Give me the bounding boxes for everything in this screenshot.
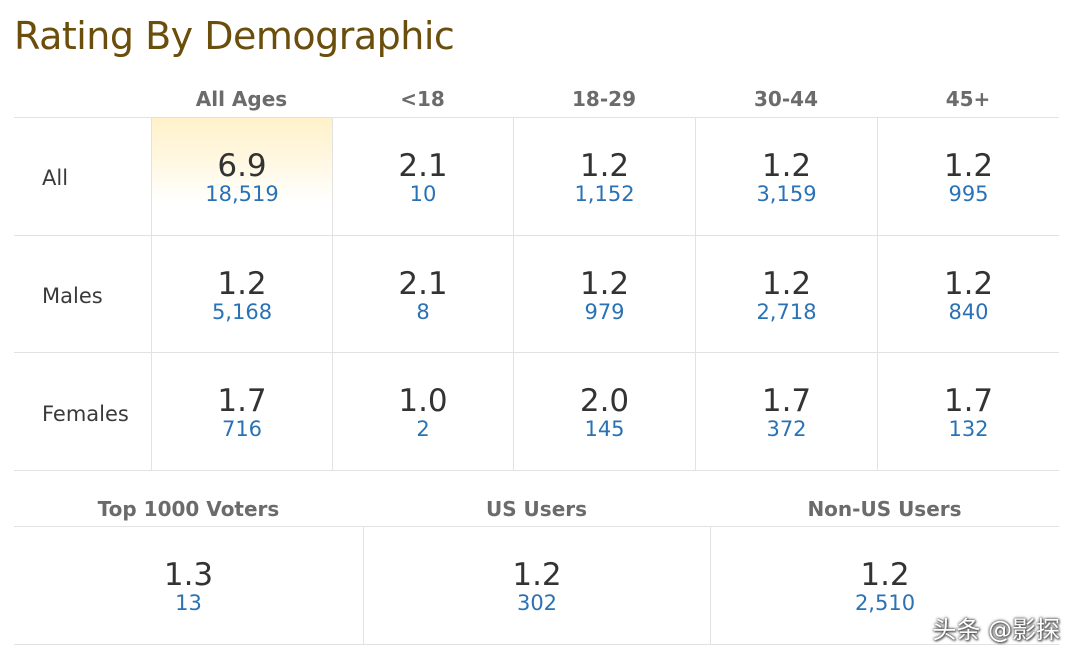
grid-line — [363, 526, 364, 645]
rating-value: 1.2 — [579, 266, 630, 302]
group-rating-cell: 1.2 302 — [364, 527, 710, 644]
vote-count-link[interactable]: 2,510 — [854, 591, 916, 615]
rating-value: 1.2 — [860, 557, 910, 593]
grid-line — [14, 117, 1059, 118]
rating-cell: 1.7 372 — [696, 353, 877, 470]
vote-count-link[interactable]: 5,168 — [211, 300, 273, 324]
rating-value: 1.2 — [943, 148, 994, 184]
rating-cell: 1.2 5,168 — [152, 236, 332, 352]
vote-count-link[interactable]: 8 — [416, 300, 430, 324]
rating-value: 1.7 — [217, 383, 267, 419]
vote-count-link[interactable]: 1,152 — [574, 182, 635, 206]
rating-cell: 1.2 2,718 — [696, 236, 877, 352]
grid-line — [14, 526, 1059, 527]
rating-value: 1.3 — [163, 557, 214, 593]
vote-count-link[interactable]: 2,718 — [756, 300, 817, 324]
rating-value: 1.2 — [217, 266, 267, 302]
vote-count-link[interactable]: 995 — [948, 182, 989, 206]
rating-value: 2.1 — [398, 148, 448, 184]
grid-line — [14, 644, 1059, 645]
rating-cell: 1.2 995 — [878, 118, 1059, 235]
grid-line — [877, 117, 878, 471]
vote-count-link[interactable]: 372 — [766, 417, 807, 441]
rating-cell: 2.1 10 — [333, 118, 513, 235]
vote-count-link[interactable]: 840 — [948, 300, 989, 324]
rating-value: 1.7 — [761, 383, 812, 419]
grid-line — [14, 352, 1059, 353]
rating-cell: 1.2 3,159 — [696, 118, 877, 235]
grid-line — [513, 117, 514, 471]
group-header-us-users: US Users — [485, 497, 588, 521]
rating-value: 1.0 — [398, 383, 448, 419]
grid-line — [695, 117, 696, 471]
vote-count-link[interactable]: 18,519 — [205, 182, 279, 206]
rating-value: 1.2 — [512, 557, 562, 593]
grid-line — [14, 235, 1059, 236]
age-header-45-plus: 45+ — [945, 87, 991, 111]
rating-value: 1.2 — [943, 266, 994, 302]
age-header-30-44: 30-44 — [754, 87, 818, 111]
rating-cell: 1.2 1,152 — [514, 118, 695, 235]
vote-count-link[interactable]: 2 — [416, 417, 430, 441]
rating-cell: 1.2 840 — [878, 236, 1059, 352]
age-header-all-ages: All Ages — [195, 87, 288, 111]
vote-count-link[interactable]: 3,159 — [756, 182, 817, 206]
rating-value: 1.7 — [943, 383, 994, 419]
vote-count-link[interactable]: 13 — [175, 591, 202, 615]
row-label-males: Males — [42, 284, 103, 308]
grid-line — [710, 526, 711, 645]
group-header-non-us-users: Non-US Users — [807, 497, 962, 521]
rating-value: 6.9 — [217, 148, 267, 184]
rating-cell: 2.1 8 — [333, 236, 513, 352]
grid-line — [151, 117, 152, 471]
rating-cell: 2.0 145 — [514, 353, 695, 470]
rating-value: 2.1 — [398, 266, 448, 302]
page-title: Rating By Demographic — [14, 14, 455, 58]
group-header-top-1000-voters: Top 1000 Voters — [97, 497, 280, 521]
row-label-females: Females — [42, 402, 129, 426]
vote-count-link[interactable]: 716 — [221, 417, 263, 441]
vote-count-link[interactable]: 10 — [409, 182, 437, 206]
rating-value: 1.2 — [579, 148, 630, 184]
vote-count-link[interactable]: 132 — [948, 417, 989, 441]
age-header-under-18: <18 — [400, 87, 445, 111]
rating-value: 1.2 — [761, 266, 812, 302]
rating-cell: 6.9 18,519 — [152, 118, 332, 235]
group-rating-cell: 1.3 13 — [14, 527, 363, 644]
grid-line — [332, 117, 333, 471]
vote-count-link[interactable]: 302 — [516, 591, 558, 615]
age-header-18-29: 18-29 — [572, 87, 636, 111]
watermark: 头条 @影探 — [932, 616, 1060, 644]
vote-count-link[interactable]: 145 — [584, 417, 625, 441]
vote-count-link[interactable]: 979 — [584, 300, 625, 324]
rating-cell: 1.0 2 — [333, 353, 513, 470]
rating-cell: 1.7 132 — [878, 353, 1059, 470]
grid-line — [14, 470, 1059, 471]
row-label-all: All — [42, 166, 69, 190]
rating-cell: 1.2 979 — [514, 236, 695, 352]
group-rating-cell: 1.2 2,510 — [711, 527, 1059, 644]
rating-value: 1.2 — [761, 148, 812, 184]
rating-value: 2.0 — [579, 383, 630, 419]
rating-cell: 1.7 716 — [152, 353, 332, 470]
